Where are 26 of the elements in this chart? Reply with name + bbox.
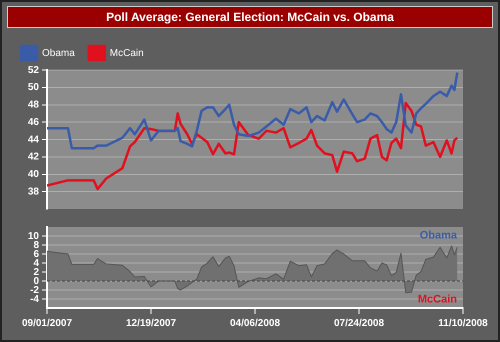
y-tick-label: 6 [33, 248, 40, 260]
x-tick-label: 04/06/2008 [230, 318, 280, 329]
y-tick-label: -4 [30, 294, 40, 305]
y-tick-label: 0 [33, 276, 40, 287]
annotation: McCain [418, 294, 458, 306]
x-tick-label: 12/19/2007 [126, 318, 176, 329]
y-tick-label: 52 [28, 64, 40, 76]
y-tick-label: 8 [33, 240, 40, 251]
y-tick-label: 46 [28, 116, 40, 128]
y-tick-label: 40 [28, 169, 40, 180]
legend-label: Obama [42, 48, 76, 59]
y-tick-label: -2 [30, 284, 40, 296]
y-tick-label: 38 [28, 186, 40, 198]
x-tick-label: 11/10/2008 [438, 318, 488, 329]
y-tick-label: 48 [28, 100, 40, 110]
y-tick-label: 44 [28, 134, 40, 146]
y-tick-label: 10 [28, 230, 40, 242]
y-tick-label: 2 [33, 266, 40, 278]
legend-label: McCain [110, 48, 144, 59]
x-tick-label: 09/01/2007 [22, 318, 72, 329]
y-tick-label: 4 [33, 258, 40, 269]
chart-title: Poll Average: General Election: McCain vs. Obama [7, 6, 493, 28]
x-tick-label: 07/24/2008 [334, 318, 384, 329]
annotation: Obama [420, 230, 458, 242]
y-tick-label: 42 [28, 152, 40, 163]
y-tick-label: 50 [28, 82, 40, 94]
